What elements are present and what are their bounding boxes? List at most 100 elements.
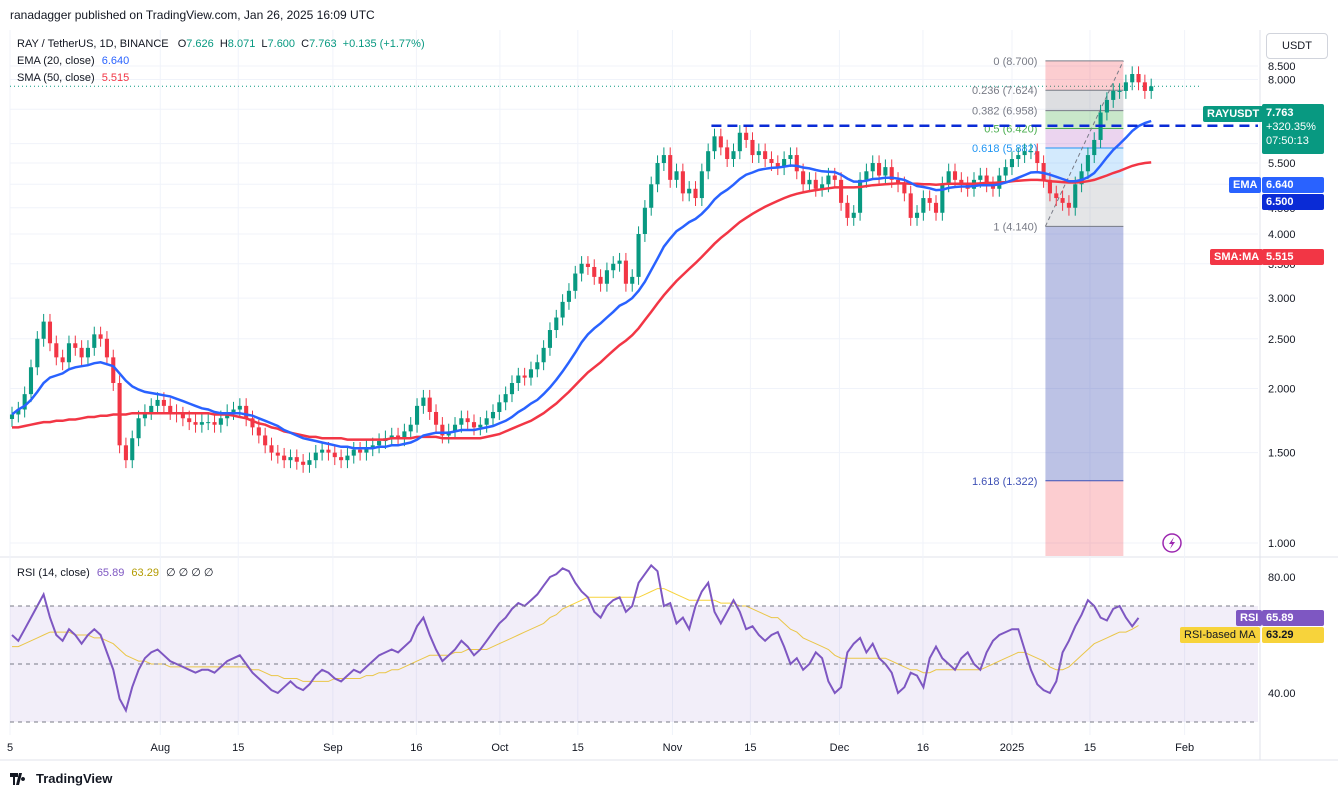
candle-body bbox=[402, 431, 407, 439]
symbol-row[interactable]: RAY / TetherUS, 1D, BINANCE O7.626 H8.07… bbox=[17, 36, 425, 53]
candle-body bbox=[351, 449, 356, 456]
high-label: H bbox=[219, 38, 228, 50]
candle-body bbox=[807, 179, 812, 185]
fib-level-label: 0.236 (7.624) bbox=[972, 85, 1037, 97]
candle-body bbox=[1111, 90, 1116, 100]
candle-body bbox=[839, 179, 844, 203]
candle-body bbox=[1035, 151, 1040, 164]
rsi-name-tag: RSI bbox=[1236, 610, 1263, 626]
candle-body bbox=[136, 418, 141, 439]
candle-body bbox=[541, 347, 546, 363]
candle-body bbox=[1092, 139, 1097, 156]
candle-body bbox=[256, 427, 261, 436]
candle-body bbox=[813, 179, 818, 189]
price-tick-label: 8.500 bbox=[1268, 61, 1296, 73]
level-tag-value: 6.500 bbox=[1266, 196, 1294, 208]
candle-body bbox=[940, 184, 945, 213]
fib-retracement[interactable]: 0 (8.700)0.236 (7.624)0.382 (6.958)0.5 (… bbox=[972, 56, 1124, 556]
candle-body bbox=[1073, 184, 1078, 208]
candle-body bbox=[433, 411, 439, 425]
sma50-line bbox=[12, 161, 1152, 441]
candle-body bbox=[763, 151, 768, 160]
time-tick-label: 16 bbox=[410, 742, 422, 754]
candle-body bbox=[440, 424, 445, 436]
candle-body bbox=[788, 155, 793, 160]
candle-body bbox=[756, 151, 761, 156]
close-value: 7.763 bbox=[309, 38, 337, 50]
price-tick-label: 2.000 bbox=[1268, 384, 1296, 396]
rsi-ma-value: 63.29 bbox=[131, 567, 159, 579]
fib-level-label: 0 (8.700) bbox=[993, 56, 1037, 68]
candle-body bbox=[73, 343, 78, 348]
sma-name-tag: SMA:MA bbox=[1210, 249, 1264, 265]
candle-body bbox=[288, 457, 293, 461]
candle-body bbox=[699, 171, 704, 199]
candle-body bbox=[883, 167, 888, 176]
candle-body bbox=[275, 452, 280, 456]
symbol-price-tag: RAYUSDT bbox=[1203, 106, 1264, 122]
ema-label: EMA (20, close) bbox=[17, 55, 95, 67]
lightning-icon bbox=[1162, 533, 1182, 553]
rsi-ma-name-tag: RSI-based MA bbox=[1180, 627, 1260, 643]
rsi-tag-value: 65.89 bbox=[1266, 612, 1294, 624]
ema-name-tag: EMA bbox=[1229, 177, 1262, 193]
candle-body bbox=[1085, 155, 1090, 172]
tradingview-logo-icon bbox=[10, 772, 26, 785]
symbol-name[interactable]: RAY / TetherUS, 1D, BINANCE bbox=[17, 38, 169, 50]
candle-body bbox=[294, 457, 299, 462]
candle-body bbox=[522, 375, 527, 378]
rsi-ma-tag-value: 63.29 bbox=[1266, 629, 1294, 641]
candle-body bbox=[623, 260, 628, 284]
candle-body bbox=[649, 184, 654, 208]
price-tick-label: 5.500 bbox=[1268, 158, 1296, 170]
time-tick-label: 5 bbox=[7, 742, 13, 754]
rsi-legend[interactable]: RSI (14, close) 65.89 63.29 ∅ ∅ ∅ ∅ bbox=[17, 566, 214, 579]
candle-body bbox=[1047, 179, 1052, 194]
candle-body bbox=[1022, 151, 1027, 156]
candle-body bbox=[560, 301, 565, 318]
rsi-pane bbox=[10, 605, 1258, 723]
bar-countdown: 07:50:13 bbox=[1266, 135, 1309, 147]
candle-body bbox=[497, 402, 502, 412]
candle-body bbox=[9, 414, 15, 419]
footer-brand[interactable]: TradingView bbox=[10, 771, 112, 786]
candle-body bbox=[301, 461, 306, 465]
candle-body bbox=[396, 435, 401, 439]
price-legend: RAY / TetherUS, 1D, BINANCE O7.626 H8.07… bbox=[17, 36, 425, 87]
candle-body bbox=[452, 424, 458, 432]
candle-body bbox=[687, 188, 692, 194]
candle-body bbox=[237, 405, 242, 410]
time-tick-label: 15 bbox=[572, 742, 584, 754]
time-tick-label: 2025 bbox=[1000, 742, 1024, 754]
fib-band bbox=[1045, 226, 1124, 481]
rsi-tag-label: RSI bbox=[1240, 612, 1259, 624]
candle-body bbox=[769, 159, 774, 164]
candle-body bbox=[377, 441, 382, 446]
candle-body bbox=[535, 362, 540, 370]
candle-body bbox=[782, 159, 787, 168]
candle-body bbox=[611, 263, 616, 271]
candle-body bbox=[199, 422, 204, 425]
currency-selector[interactable]: USDT bbox=[1266, 33, 1328, 59]
change-value: +0.135 (+1.77%) bbox=[342, 38, 425, 50]
ema-tag-value: 6.640 bbox=[1266, 179, 1294, 191]
fib-band bbox=[1045, 128, 1124, 149]
sma-row[interactable]: SMA (50, close) 5.515 bbox=[17, 70, 425, 87]
candle-body bbox=[92, 334, 97, 348]
candle-body bbox=[111, 357, 116, 384]
candle-body bbox=[490, 411, 496, 419]
ema-value: 6.640 bbox=[101, 55, 130, 67]
candle-body bbox=[187, 418, 192, 423]
candle-body bbox=[123, 445, 128, 461]
candle-body bbox=[706, 151, 711, 172]
candle-body bbox=[206, 422, 211, 424]
candle-body bbox=[155, 399, 160, 406]
candle-body bbox=[503, 394, 508, 403]
time-tick-label: 15 bbox=[232, 742, 244, 754]
candle-body bbox=[674, 171, 679, 180]
candle-body bbox=[1079, 171, 1084, 185]
candle-body bbox=[750, 139, 755, 156]
ema-row[interactable]: EMA (20, close) 6.640 bbox=[17, 53, 425, 70]
time-tick-label: Feb bbox=[1175, 742, 1194, 754]
